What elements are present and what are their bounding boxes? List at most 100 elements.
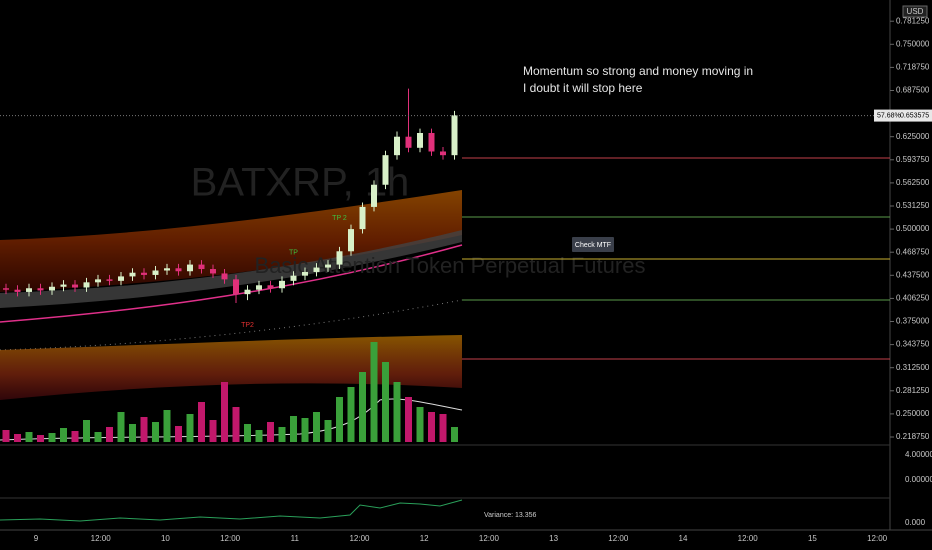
volume-bar [428,412,435,442]
volume-bar [301,418,309,442]
price-tick-label: 0.250000 [896,409,930,418]
last-price-change: 57.68% [877,112,901,119]
indicator-bands [0,190,463,441]
candle-body [106,279,113,281]
ma-line [0,244,463,323]
candle-body [129,272,136,277]
volume-bar [221,382,228,442]
volume-bar [106,427,113,442]
currency-label: USD [907,7,924,16]
candle-body [118,276,124,281]
volume-band [0,335,462,400]
volume-bar [267,422,274,442]
candle-body [440,151,446,156]
candle-body [336,251,343,265]
inner-band [0,230,462,308]
volume-bar [405,397,412,442]
check-mtf-label: Check MTF [575,242,611,249]
candle-body [256,285,262,290]
candle-body [60,284,67,287]
candle-body [302,271,308,276]
volume-bar [175,426,182,442]
watermark-description: Basic Attention Token Perpetual Futures [255,253,646,278]
volume-bar [163,410,171,442]
candle-body [359,206,366,230]
time-tick-label: 13 [549,534,558,543]
candle-body [244,289,251,295]
candle-body [164,268,170,271]
candle-body [95,279,101,283]
candle-body [267,285,274,289]
volume-bar [370,342,378,442]
envelope-band [0,190,462,292]
candle-body [325,264,331,268]
volume-bar [290,416,297,442]
volume-bar [37,435,44,442]
candle-body [37,288,44,291]
dynamic-layer: 0.781250 0.750000 0.718750 0.687500 0.625000… [0,16,932,543]
volume-bar [186,414,194,442]
volume-bar [278,427,286,442]
volume-bar [336,397,343,442]
signal-marker: TP [289,250,298,257]
candle-body [313,267,320,272]
price-tick-label: 0.468750 [896,247,930,256]
check-mtf-button[interactable] [572,237,614,252]
price-tick-label: 0.718750 [896,63,930,72]
candle-body [49,286,55,291]
price-tick-label: 0.343750 [896,340,930,349]
candle-body [221,273,228,280]
price-tick-label: 0.781250 [896,16,930,25]
volume-bar [60,428,67,442]
volume-bar [313,412,320,442]
volume-bar [359,372,366,442]
volume-bar [129,424,136,442]
time-tick-label: 12:00 [479,534,500,543]
volume-bar [244,424,251,442]
time-tick-label: 12:00 [349,534,370,543]
time-tick-label: 9 [34,534,39,543]
last-price-label: 0.653575 [900,112,929,119]
variance-label: Variance: 13.356 [484,512,537,519]
price-tick-label: 0.437500 [896,270,930,279]
price-tick-label: 0.593750 [896,155,930,164]
annotation-line: I doubt it will stop here [523,81,643,95]
volume-bar [198,402,205,442]
volume-bar [232,407,240,442]
volume-bar [416,407,424,442]
price-tick-label: 0.562500 [896,178,930,187]
annotation-line: Momentum so strong and money moving in [523,64,753,78]
signal-marker: TP 2 [332,215,347,222]
time-tick-label: 12:00 [608,534,629,543]
candle-body [428,133,435,152]
candle-body [198,264,205,270]
volume-bar [393,382,401,442]
time-tick-label: 12:00 [91,534,112,543]
candle-body [279,280,285,289]
variance-line [0,499,463,522]
candle-body [175,268,182,272]
price-tick-label: 0.375000 [896,317,930,326]
time-tick-label: 12:00 [867,534,888,543]
volume-bar [83,420,90,442]
volume-bar [117,412,125,442]
time-tick-label: 14 [679,534,688,543]
price-tick-label: 0.500000 [896,224,930,233]
candle-body [3,288,9,290]
candle-body [451,115,458,156]
volume-bar [439,414,447,442]
time-tick-label: 12 [420,534,429,543]
candle-body [72,284,78,288]
candle-body [405,136,412,148]
price-tick-label: 0.312500 [896,363,930,372]
candle-body [187,264,193,272]
price-tick-label: 0.750000 [896,39,930,48]
price-tick-label: 0.687500 [896,86,930,95]
volume-bar [140,417,148,442]
candle-body [152,270,159,275]
candle-body [348,229,354,252]
candle-body [210,269,216,274]
